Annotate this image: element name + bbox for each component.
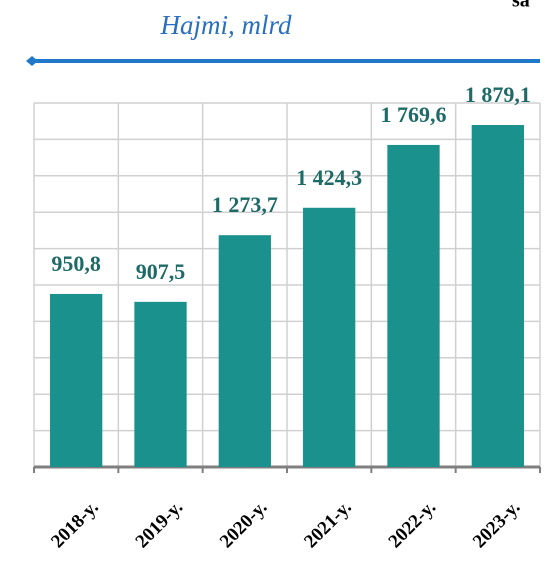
x-tick-label: 2018-y. <box>47 497 103 553</box>
bar <box>218 235 271 467</box>
chart-title: Hajmi, mlrd <box>159 10 292 40</box>
bar <box>303 207 356 467</box>
x-tick-label: 2019-y. <box>132 497 188 553</box>
x-tick-label: 2021-y. <box>300 497 356 553</box>
value-label: 1 769,6 <box>381 102 447 127</box>
value-label: 907,5 <box>136 259 186 284</box>
bar <box>50 293 103 467</box>
x-tick-label: 2022-y. <box>385 497 441 553</box>
x-tick-label: 2020-y. <box>216 497 272 553</box>
value-label: 1 273,7 <box>212 192 278 217</box>
bar <box>387 144 440 467</box>
x-tick-label: 2023-y. <box>469 497 525 553</box>
value-label: 1 424,3 <box>296 165 362 190</box>
annotation: sa <box>512 0 530 12</box>
title-rule-marker <box>26 56 38 66</box>
bar <box>471 125 524 468</box>
bar <box>134 301 187 467</box>
value-label: 1 879,1 <box>465 82 531 107</box>
value-label: 950,8 <box>51 251 101 276</box>
